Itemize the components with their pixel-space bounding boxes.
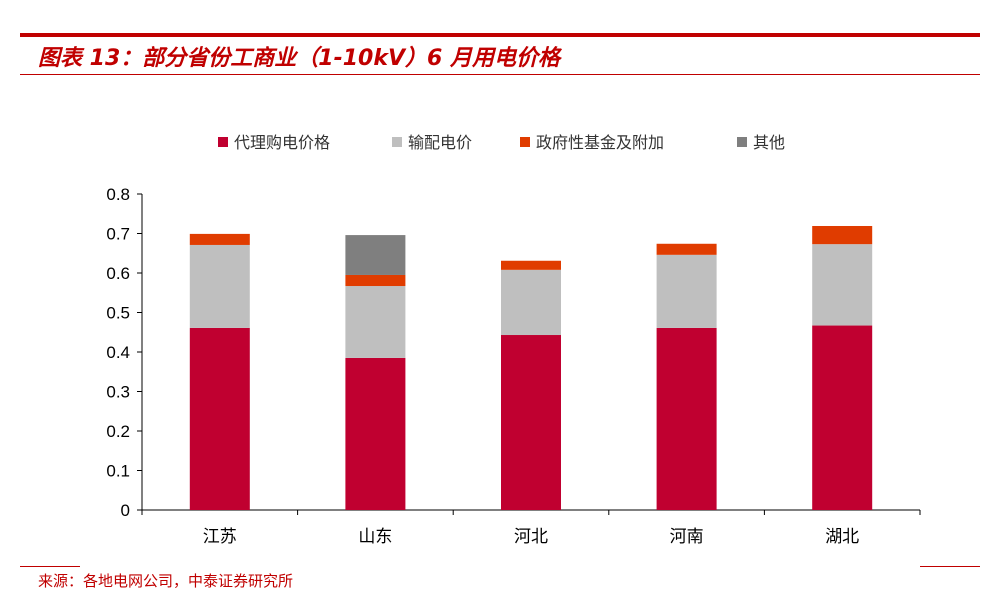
bar-segment xyxy=(189,327,250,510)
legend-label: 代理购电价格 xyxy=(234,133,330,152)
bar-segment xyxy=(812,325,873,510)
bar-segment xyxy=(656,327,717,510)
bar-segment xyxy=(656,254,717,328)
title-bottom-rule xyxy=(20,74,980,75)
y-tick-label: 0.3 xyxy=(106,383,130,402)
legend-swatch xyxy=(218,137,228,147)
legend-label: 政府性基金及附加 xyxy=(536,133,664,152)
source-rule-left xyxy=(20,566,80,567)
y-tick-label: 0.1 xyxy=(106,462,130,481)
title-top-rule xyxy=(20,33,980,37)
legend-swatch xyxy=(737,137,747,147)
bar-segment xyxy=(501,269,561,336)
y-tick-label: 0.2 xyxy=(106,422,130,441)
bar-segment xyxy=(345,357,406,510)
x-tick-label: 湖北 xyxy=(825,527,859,547)
bar-segment xyxy=(812,225,873,245)
bar-segment xyxy=(501,335,561,510)
bar-segment xyxy=(656,243,717,255)
y-tick-label: 0.5 xyxy=(106,304,130,323)
x-tick-label: 山东 xyxy=(358,527,392,547)
x-tick-label: 江苏 xyxy=(203,527,237,547)
y-tick-label: 0 xyxy=(121,501,130,520)
x-tick-label: 河北 xyxy=(514,527,548,547)
source-rule-right xyxy=(920,566,980,567)
bar-segment xyxy=(345,235,406,275)
bar-segment xyxy=(345,274,406,287)
bar-segment xyxy=(812,244,873,326)
bar-segment xyxy=(189,233,250,245)
y-tick-label: 0.8 xyxy=(106,185,130,204)
chart-title: 图表 13：部分省份工商业（1-10kV）6 月用电价格 xyxy=(38,46,560,71)
bar-segment xyxy=(501,260,561,270)
source-note: 来源：各地电网公司，中泰证券研究所 xyxy=(38,572,294,590)
y-tick-label: 0.4 xyxy=(106,343,130,362)
bar-segment xyxy=(189,244,250,328)
legend-swatch xyxy=(392,137,402,147)
legend-label: 输配电价 xyxy=(408,133,472,152)
x-tick-label: 河南 xyxy=(670,527,704,547)
legend-swatch xyxy=(520,137,530,147)
bar-segment xyxy=(345,286,406,358)
legend-label: 其他 xyxy=(753,133,785,152)
y-tick-label: 0.6 xyxy=(106,264,130,283)
y-tick-label: 0.7 xyxy=(106,225,130,244)
